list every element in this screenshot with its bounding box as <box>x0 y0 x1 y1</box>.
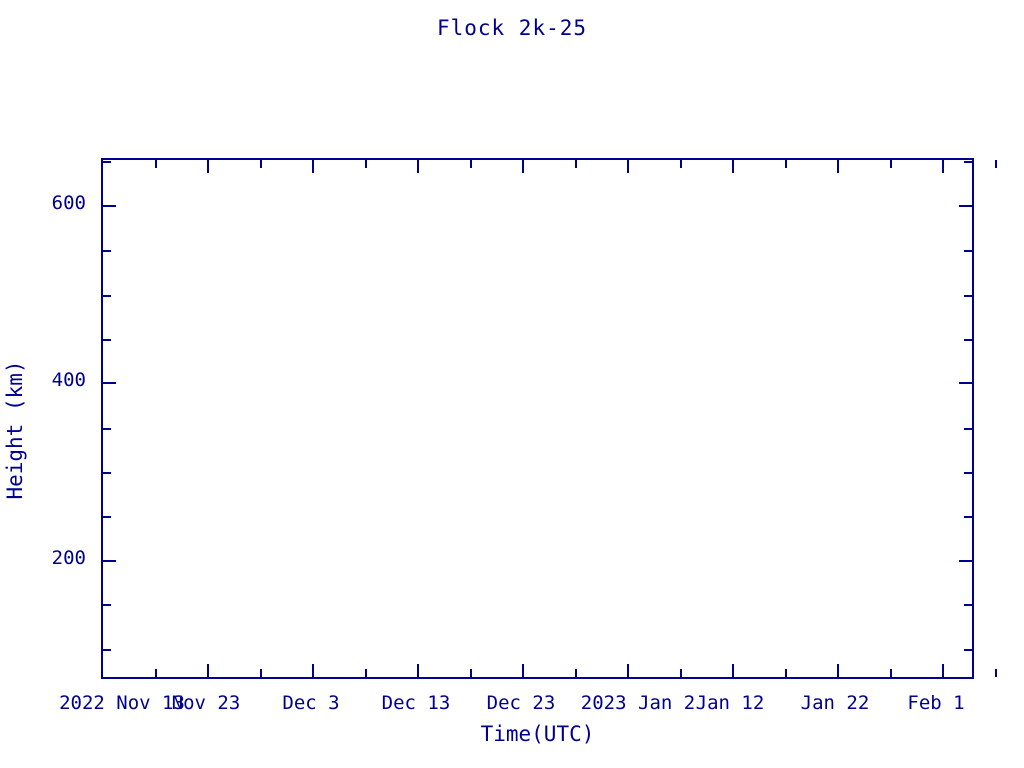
x-axis-top-major-tick-jan22 <box>837 160 839 173</box>
y-axis-right-minor-tick-350 <box>964 428 972 430</box>
y-axis-title: Height (km) <box>3 360 27 500</box>
x-axis-top-major-tick-dec13 <box>417 160 419 173</box>
x-axis-major-tick-nov23 <box>207 664 209 677</box>
chart-title: Flock 2k-25 <box>436 16 588 40</box>
x-axis-top-minor-tick-5 <box>575 160 577 168</box>
x-axis-top-major-tick-jan12 <box>732 160 734 173</box>
y-axis-right-minor-tick-650 <box>964 161 972 163</box>
x-axis-top-minor-tick-4 <box>470 160 472 168</box>
x-axis-major-tick-jan12 <box>732 664 734 677</box>
y-axis-right-minor-tick-250 <box>964 516 972 518</box>
y-axis-right-major-tick-600 <box>959 205 972 207</box>
x-axis-major-tick-jan2 <box>627 664 629 677</box>
data-series-layer <box>103 160 972 677</box>
y-axis-minor-tick-650 <box>103 161 111 163</box>
plot-area <box>101 158 997 679</box>
y-axis-right-minor-tick-450 <box>964 339 972 341</box>
y-axis-right-minor-tick-300 <box>964 472 972 474</box>
y-axis-right-major-tick-400 <box>959 382 972 384</box>
x-tick-label-dec-23: Dec 23 <box>486 692 556 714</box>
x-axis-major-tick-dec23 <box>522 664 524 677</box>
x-tick-label-jan-12: Jan 12 <box>695 692 765 714</box>
x-axis-top-minor-tick-8 <box>890 160 892 168</box>
x-axis-major-tick-jan22 <box>837 664 839 677</box>
x-axis-minor-tick-9 <box>995 669 997 677</box>
y-axis-minor-tick-550 <box>103 250 111 252</box>
x-axis-minor-tick-4 <box>470 669 472 677</box>
x-axis-top-major-tick-dec3 <box>312 160 314 173</box>
x-axis-minor-tick-1 <box>155 669 157 677</box>
x-tick-label-dec-13: Dec 13 <box>381 692 451 714</box>
x-tick-label-2022-nov-13: 2022 Nov 13 <box>59 692 185 714</box>
x-axis-top-minor-tick-1 <box>155 160 157 168</box>
y-axis-minor-tick-350 <box>103 428 111 430</box>
x-axis-title: Time(UTC) <box>480 722 595 746</box>
x-tick-label-2023-jan-2: 2023 Jan 2 <box>580 692 696 714</box>
x-axis-top-minor-tick-7 <box>785 160 787 168</box>
x-axis-major-tick-dec13 <box>417 664 419 677</box>
y-axis-minor-tick-125 <box>103 649 111 651</box>
x-tick-label-dec-3: Dec 3 <box>282 692 340 714</box>
y-axis-minor-tick-300 <box>103 472 111 474</box>
y-axis-right-minor-tick-550 <box>964 250 972 252</box>
x-axis-top-major-tick-nov23 <box>207 160 209 173</box>
y-axis-right-minor-tick-500 <box>964 295 972 297</box>
x-tick-label-nov-23: Nov 23 <box>171 692 241 714</box>
x-axis-major-tick-dec3 <box>312 664 314 677</box>
x-axis-top-major-tick-feb1 <box>942 160 944 173</box>
x-tick-label-feb-1: Feb 1 <box>907 692 965 714</box>
x-axis-minor-tick-6 <box>680 669 682 677</box>
x-axis-top-minor-tick-3 <box>365 160 367 168</box>
y-axis-minor-tick-250 <box>103 516 111 518</box>
y-axis-minor-tick-150 <box>103 604 111 606</box>
y-axis-right-major-tick-200 <box>959 560 972 562</box>
y-tick-label-400: 400 <box>51 369 86 391</box>
x-axis-top-major-tick-jan2 <box>627 160 629 173</box>
y-tick-label-600: 600 <box>51 192 86 214</box>
x-axis-minor-tick-2 <box>260 669 262 677</box>
x-axis-top-minor-tick-9 <box>995 160 997 168</box>
x-axis-top-minor-tick-6 <box>680 160 682 168</box>
y-axis-minor-tick-500 <box>103 295 111 297</box>
y-axis-minor-tick-450 <box>103 339 111 341</box>
y-axis-right-minor-tick-150 <box>964 604 972 606</box>
x-axis-major-tick-feb1 <box>942 664 944 677</box>
y-axis-major-tick-600 <box>103 205 116 207</box>
y-tick-label-200: 200 <box>51 547 86 569</box>
x-axis-top-minor-tick-2 <box>260 160 262 168</box>
y-axis-right-minor-tick-125 <box>964 649 972 651</box>
y-axis-major-tick-400 <box>103 382 116 384</box>
x-axis-minor-tick-8 <box>890 669 892 677</box>
y-axis-major-tick-200 <box>103 560 116 562</box>
x-axis-minor-tick-7 <box>785 669 787 677</box>
x-axis-minor-tick-3 <box>365 669 367 677</box>
x-axis-top-major-tick-dec23 <box>522 160 524 173</box>
x-tick-label-jan-22: Jan 22 <box>800 692 870 714</box>
x-axis-minor-tick-5 <box>575 669 577 677</box>
